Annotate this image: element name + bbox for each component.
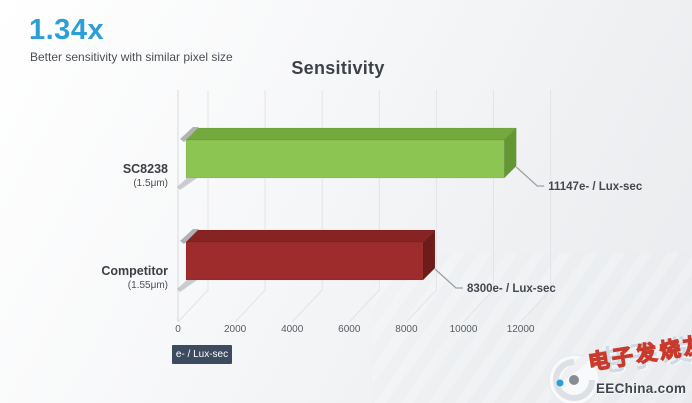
bar-floor-shadow xyxy=(177,280,197,292)
x-tick-label: 10000 xyxy=(450,324,478,335)
value-label: 11147e- / Lux-sec xyxy=(548,181,643,193)
gridline xyxy=(234,90,266,323)
category-label: Competitor xyxy=(101,264,168,278)
value-leader-line xyxy=(434,268,463,289)
category-sublabel: (1.55μm) xyxy=(128,280,168,291)
bar-back-shadow xyxy=(180,229,199,244)
x-tick-label: 8000 xyxy=(395,324,418,335)
bar-back-shadow xyxy=(180,127,199,142)
x-tick-label: 4000 xyxy=(281,324,304,335)
value-leader-line xyxy=(515,166,545,187)
ratio-subtitle: Better sensitivity with similar pixel si… xyxy=(30,50,233,64)
bar-competitor xyxy=(185,241,424,281)
bar-sc8238 xyxy=(185,139,505,179)
bar-top-face xyxy=(185,229,436,243)
x-tick-label: 12000 xyxy=(507,324,535,335)
x-tick-label: 6000 xyxy=(338,324,361,335)
category-sublabel: (1.5μm) xyxy=(133,178,168,189)
gridline xyxy=(406,90,437,323)
value-label: 8300e- / Lux-sec xyxy=(467,283,556,295)
gridline xyxy=(520,90,552,323)
x-axis-unit-badge: e- / Lux-sec xyxy=(172,345,232,364)
ratio-value: 1.34x xyxy=(29,14,105,46)
x-tick-label: 0 xyxy=(175,324,181,335)
x-tick-label: 2000 xyxy=(224,324,247,335)
gridline xyxy=(348,90,380,323)
bar-floor-shadow xyxy=(177,178,197,190)
gridline xyxy=(291,90,323,323)
chart-title: Sensitivity xyxy=(291,58,385,78)
bar-top-face xyxy=(185,127,517,141)
category-label: SC8238 xyxy=(123,162,168,176)
